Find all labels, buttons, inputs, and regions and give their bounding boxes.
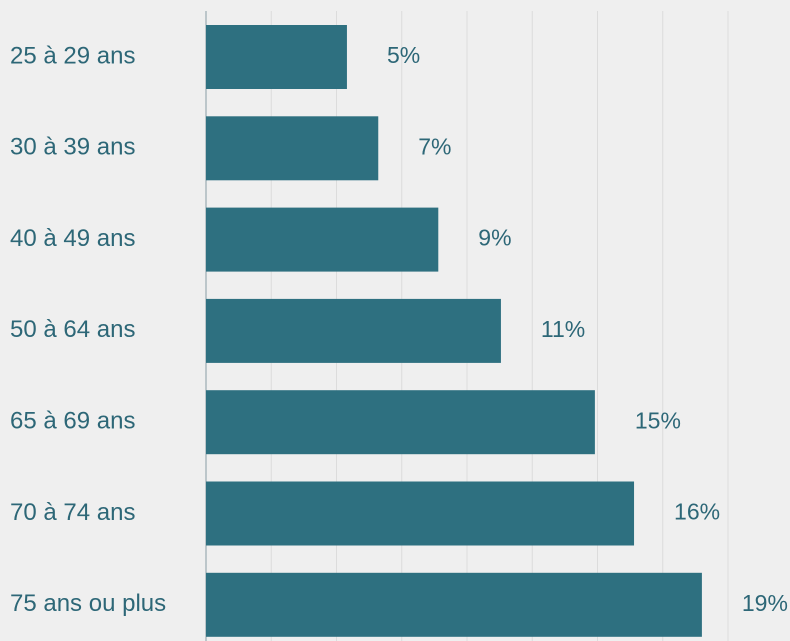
category-label: 70 à 74 ans — [10, 499, 135, 526]
category-label: 40 à 49 ans — [10, 225, 135, 252]
category-label: 50 à 64 ans — [10, 316, 135, 343]
bar — [206, 298, 501, 363]
category-label: 75 ans ou plus — [10, 590, 166, 617]
bar — [206, 390, 595, 455]
value-label: 5% — [387, 42, 420, 68]
value-label: 7% — [418, 133, 451, 159]
category-label: 30 à 39 ans — [10, 134, 135, 161]
bar — [206, 572, 702, 637]
bar — [206, 116, 379, 181]
category-label: 25 à 29 ans — [10, 42, 135, 69]
bar — [206, 25, 347, 89]
value-label: 16% — [674, 499, 720, 525]
value-label: 11% — [541, 316, 585, 342]
value-label: 19% — [742, 590, 788, 616]
value-label: 15% — [635, 407, 681, 433]
bar — [206, 207, 439, 272]
bar — [206, 481, 635, 546]
value-label: 9% — [478, 225, 511, 251]
category-label: 65 à 69 ans — [10, 408, 135, 435]
